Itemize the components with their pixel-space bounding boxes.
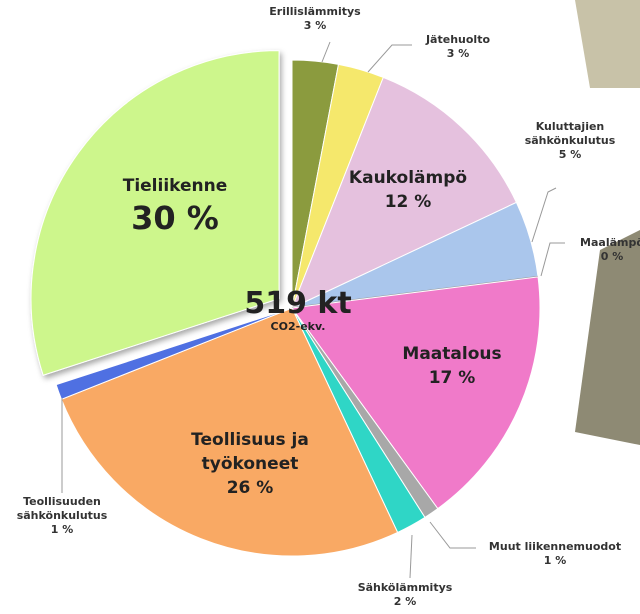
value-label: 17 % — [392, 366, 512, 390]
category-label: Jätehuolto — [408, 33, 508, 47]
leader-line — [410, 535, 412, 578]
center-unit: CO2-ekv. — [244, 320, 351, 334]
value-label: 1 % — [2, 523, 122, 537]
value-label: 1 % — [475, 554, 635, 568]
category-label: Erillislämmitys — [255, 5, 375, 19]
category-label: Kuluttajien sähkönkulutus — [515, 120, 625, 148]
page: (() => { const data = JSON.parse(documen… — [0, 0, 640, 614]
category-label: Teollisuuden sähkönkulutus — [2, 495, 122, 523]
leader-line — [532, 188, 556, 242]
category-label: Maatalous — [392, 342, 512, 366]
category-label: Tieliikenne — [110, 174, 240, 198]
category-label: Maalämpö — [567, 236, 640, 250]
category-label: Kaukolämpö — [348, 166, 468, 190]
leader-line — [430, 522, 476, 548]
value-label: 3 % — [255, 19, 375, 33]
value-label: 3 % — [408, 47, 508, 61]
photo-decoration — [575, 0, 640, 88]
category-label: Teollisuus ja työkoneet — [175, 428, 325, 476]
value-label: 30 % — [110, 198, 240, 238]
category-label: Sähkölämmitys — [350, 581, 460, 595]
center-label: 519 kt CO2-ekv. — [244, 288, 351, 334]
leader-line — [368, 45, 412, 72]
center-total: 519 kt — [244, 288, 351, 320]
leader-line — [322, 42, 330, 62]
value-label: 5 % — [515, 148, 625, 162]
leader-line — [541, 243, 565, 276]
value-label: 26 % — [175, 476, 325, 500]
value-label: 12 % — [348, 190, 468, 214]
category-label: Muut liikennemuodot — [475, 540, 635, 554]
value-label: 0 % — [567, 250, 640, 264]
value-label: 2 % — [350, 595, 460, 609]
